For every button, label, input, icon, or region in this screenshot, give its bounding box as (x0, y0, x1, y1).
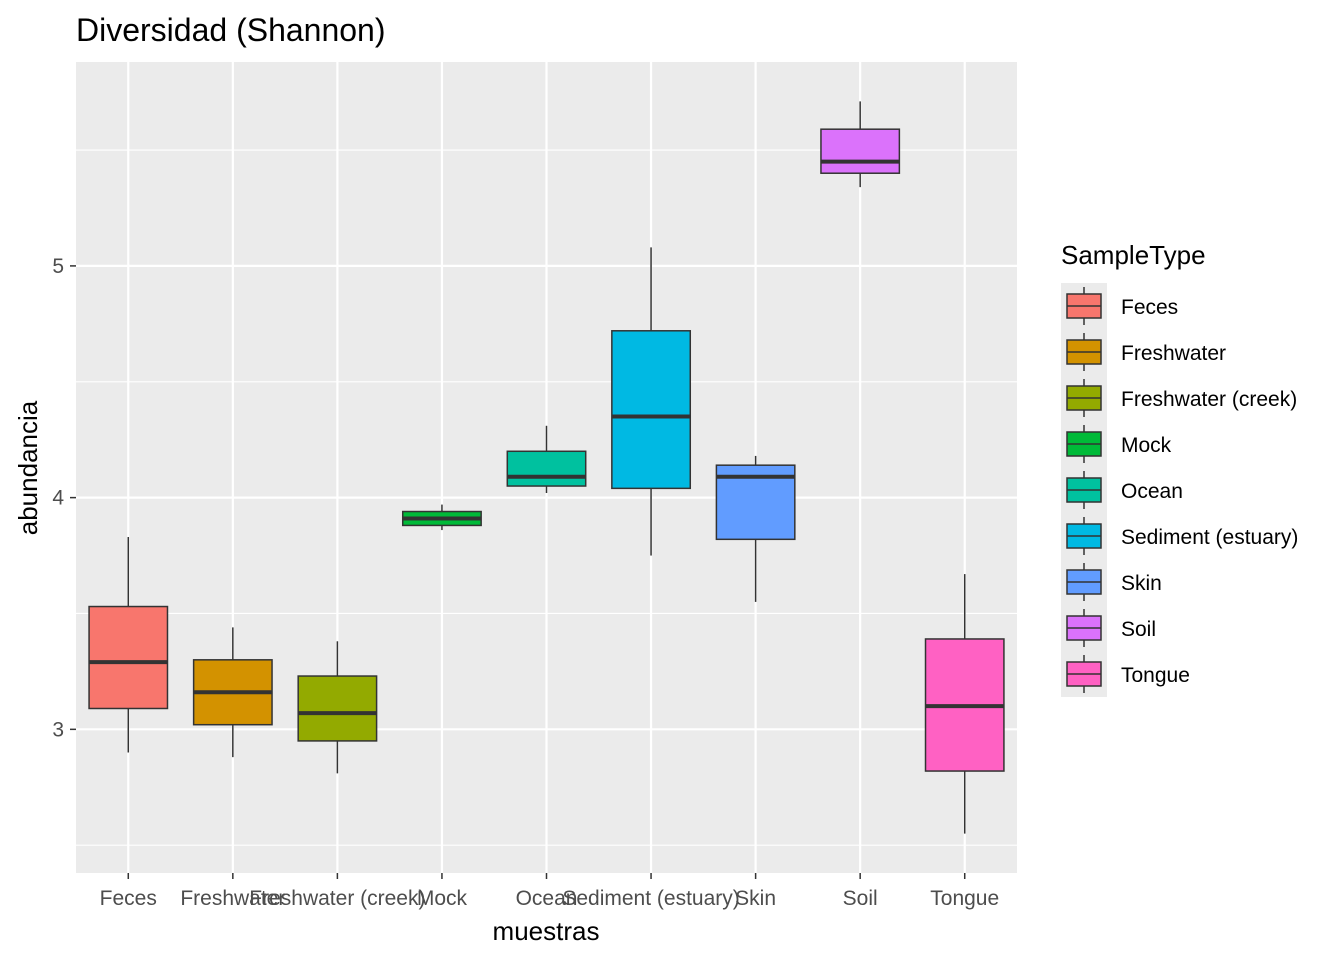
legend-title: SampleType (1061, 240, 1206, 270)
legend: SampleType Feces Freshwater Freshwater (cr… (1061, 240, 1298, 697)
box-iqr (297, 675, 378, 742)
x-tick-label: Ocean (516, 887, 578, 910)
x-tick-label: Feces (100, 887, 157, 910)
y-tick-label: 3 (52, 718, 64, 741)
box-tongue (924, 574, 1005, 834)
legend-items: Feces Freshwater Freshwater (creek) Mock Oce… (1061, 283, 1298, 697)
legend-label: Tongue (1121, 664, 1190, 687)
x-tick-label: Tongue (930, 887, 999, 910)
legend-item: Mock (1066, 425, 1172, 463)
x-tick-label: Sediment (estuary) (562, 887, 739, 910)
box-soil (820, 101, 901, 188)
box-freshwater-creek (297, 641, 378, 774)
box-iqr (88, 605, 169, 710)
legend-item: Ocean (1066, 471, 1183, 509)
x-tick-label: Freshwater (180, 887, 285, 910)
legend-item: Feces (1066, 287, 1178, 325)
legend-label: Ocean (1121, 480, 1183, 503)
box-mock (401, 504, 482, 531)
box-freshwater (192, 627, 273, 758)
box-sediment-estuary (611, 247, 692, 556)
x-tick-label: Mock (417, 887, 468, 910)
legend-label: Freshwater (1121, 342, 1226, 365)
chart-title: Diversidad (Shannon) (76, 12, 386, 48)
y-axis-title: abundancia (13, 400, 43, 535)
x-tick-label: Soil (843, 887, 878, 910)
legend-label: Sediment (estuary) (1121, 526, 1298, 549)
legend-label: Skin (1121, 572, 1162, 595)
legend-item: Sediment (estuary) (1066, 517, 1298, 555)
x-axis-title: muestras (493, 916, 600, 946)
x-tick-label: Skin (735, 887, 776, 910)
x-tick-label: Freshwater (creek) (249, 887, 425, 910)
box-iqr (506, 450, 587, 487)
legend-label: Soil (1121, 618, 1156, 641)
legend-label: Mock (1121, 434, 1172, 457)
y-tick-label: 5 (52, 255, 64, 278)
box-ocean (506, 425, 587, 493)
box-layer (88, 101, 1005, 834)
legend-label: Feces (1121, 296, 1178, 319)
legend-item: Skin (1066, 563, 1162, 601)
legend-label: Freshwater (creek) (1121, 388, 1297, 411)
y-tick-label: 4 (52, 487, 64, 510)
legend-item: Freshwater (creek) (1066, 379, 1297, 417)
box-iqr (820, 128, 901, 174)
box-skin (715, 455, 796, 602)
legend-item: Tongue (1066, 655, 1190, 693)
legend-item: Soil (1066, 609, 1156, 647)
box-iqr (611, 330, 692, 490)
legend-item: Freshwater (1066, 333, 1226, 371)
box-feces (88, 537, 169, 753)
